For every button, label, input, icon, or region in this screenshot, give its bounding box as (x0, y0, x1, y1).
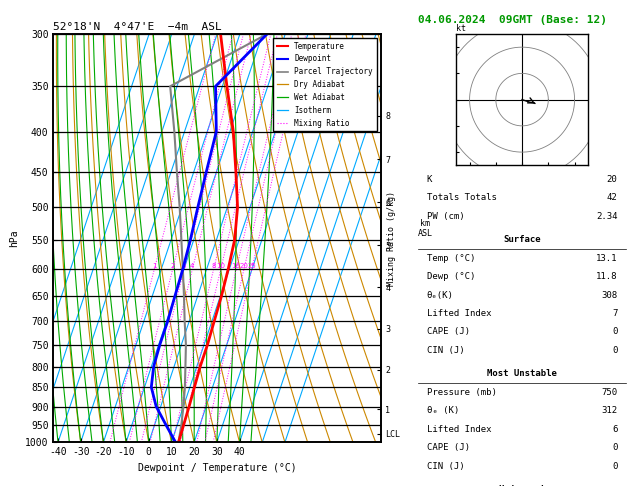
Text: Totals Totals: Totals Totals (426, 193, 496, 202)
Text: Pressure (mb): Pressure (mb) (426, 388, 496, 397)
Text: 4: 4 (190, 263, 194, 269)
Text: 20: 20 (607, 175, 618, 184)
Text: 04.06.2024  09GMT (Base: 12): 04.06.2024 09GMT (Base: 12) (418, 15, 607, 25)
Text: CIN (J): CIN (J) (426, 346, 464, 355)
Text: 16: 16 (231, 263, 241, 269)
Text: 2: 2 (170, 263, 175, 269)
Text: 0: 0 (612, 328, 618, 336)
Text: 312: 312 (601, 406, 618, 415)
Text: 20: 20 (240, 263, 248, 269)
Text: Mixing Ratio (g/kg): Mixing Ratio (g/kg) (387, 191, 396, 286)
Text: 0: 0 (612, 443, 618, 452)
Text: 0: 0 (612, 346, 618, 355)
Y-axis label: hPa: hPa (9, 229, 19, 247)
Text: 0: 0 (612, 462, 618, 470)
X-axis label: Dewpoint / Temperature (°C): Dewpoint / Temperature (°C) (138, 463, 296, 473)
Text: 7: 7 (612, 309, 618, 318)
Text: CIN (J): CIN (J) (426, 462, 464, 470)
Text: 3: 3 (182, 263, 186, 269)
Text: Lifted Index: Lifted Index (426, 309, 491, 318)
Text: Temp (°C): Temp (°C) (426, 254, 475, 262)
Text: Lifted Index: Lifted Index (426, 425, 491, 434)
Text: kt: kt (457, 24, 467, 33)
Text: CAPE (J): CAPE (J) (426, 443, 470, 452)
Text: K: K (426, 175, 432, 184)
Legend: Temperature, Dewpoint, Parcel Trajectory, Dry Adiabat, Wet Adiabat, Isotherm, Mi: Temperature, Dewpoint, Parcel Trajectory… (273, 38, 377, 131)
Text: CAPE (J): CAPE (J) (426, 328, 470, 336)
Text: Surface: Surface (503, 235, 541, 244)
Text: θₑ(K): θₑ(K) (426, 291, 454, 299)
Text: 8: 8 (211, 263, 216, 269)
Text: 42: 42 (607, 193, 618, 202)
Text: 25: 25 (247, 263, 256, 269)
Text: 52°18'N  4°47'E  −4m  ASL: 52°18'N 4°47'E −4m ASL (53, 22, 222, 32)
Text: 10: 10 (216, 263, 225, 269)
Text: 6: 6 (612, 425, 618, 434)
Text: PW (cm): PW (cm) (426, 212, 464, 221)
Text: Hodograph: Hodograph (498, 485, 546, 486)
Text: Most Unstable: Most Unstable (487, 369, 557, 378)
Text: 1: 1 (152, 263, 157, 269)
Text: 13.1: 13.1 (596, 254, 618, 262)
Text: Dewp (°C): Dewp (°C) (426, 272, 475, 281)
Text: 11.8: 11.8 (596, 272, 618, 281)
Text: 2.34: 2.34 (596, 212, 618, 221)
Y-axis label: km
ASL: km ASL (418, 219, 433, 238)
Text: θₑ (K): θₑ (K) (426, 406, 459, 415)
Text: 308: 308 (601, 291, 618, 299)
Text: 750: 750 (601, 388, 618, 397)
